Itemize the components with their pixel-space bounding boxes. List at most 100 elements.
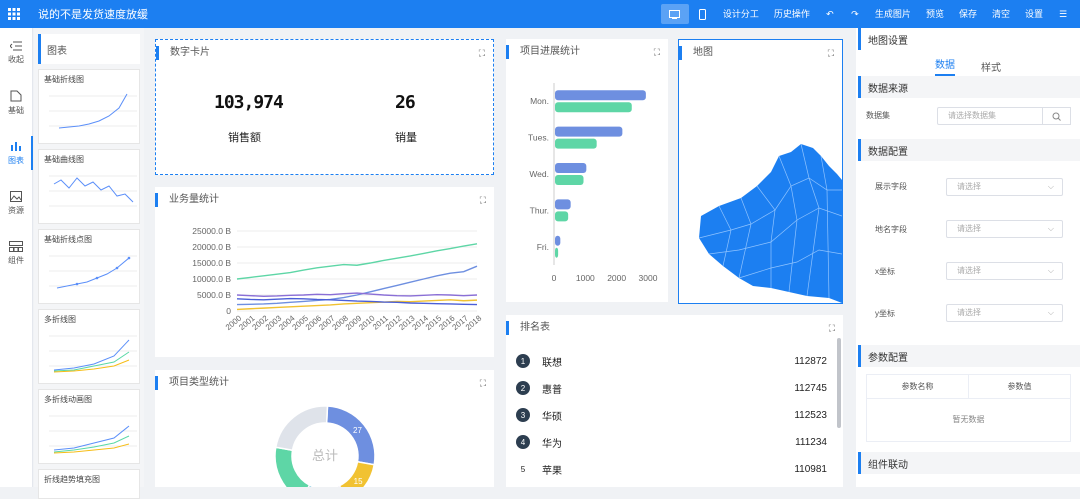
- slice-label: 27: [353, 426, 362, 435]
- settings-button[interactable]: 设置: [1024, 9, 1043, 19]
- expand-icon[interactable]: ⛶: [478, 48, 485, 58]
- dataset-search-button[interactable]: [1043, 107, 1071, 125]
- x-coord-label: x坐标: [875, 267, 895, 276]
- expand-icon[interactable]: ⛶: [479, 378, 486, 388]
- y-coord-select[interactable]: 请选择 ⌵: [946, 304, 1063, 322]
- qty-value: 26: [395, 92, 416, 113]
- line-point-thumbnail: [49, 255, 137, 289]
- data-source-section: 数据来源: [858, 76, 1080, 98]
- bar: [555, 126, 623, 137]
- project-type-card[interactable]: 项目类型统计 ⛶ 2715105总计: [155, 370, 494, 487]
- design-canvas: 数字卡片 ⛶ 103,974 销售额 26 销量 业务量统计 ⛶ 0 5000.0…: [150, 28, 850, 487]
- kpi-card-title: 数字卡片: [156, 46, 210, 60]
- palette-item-multi-line-anim[interactable]: 多折线动画图: [38, 389, 140, 464]
- undo-icon: ↶: [826, 9, 834, 19]
- chevron-down-icon: ⌵: [1047, 224, 1054, 233]
- kpi-card[interactable]: 数字卡片 ⛶ 103,974 销售额 26 销量: [155, 39, 494, 175]
- mobile-view-button[interactable]: [692, 4, 714, 24]
- canvas-scrollbar[interactable]: [837, 338, 841, 428]
- bar: [555, 235, 561, 246]
- chevron-down-icon: ⌵: [1047, 182, 1054, 191]
- expand-icon[interactable]: ⛶: [828, 323, 835, 333]
- basic-curve-thumbnail: [49, 175, 137, 207]
- y-tick-label: 20000.0 B: [192, 242, 231, 252]
- dataset-select[interactable]: 请选择数据集: [937, 107, 1043, 125]
- palette-item-multi-line[interactable]: 多折线图: [38, 309, 140, 384]
- business-chart-card[interactable]: 业务量统计 ⛶ 0 5000.0 B 10000.0 B 15000.0 B 20000…: [155, 187, 494, 357]
- ranking-card[interactable]: 排名表 ⛶ 1 联想 112872 2 惠普 112745 3 华硕 112523 4 华为 1…: [506, 315, 843, 487]
- palette-item-trend-fill[interactable]: 折线趋势填充图: [38, 469, 140, 499]
- params-table-header: 参数名称 参数值: [867, 375, 1070, 399]
- tab-style[interactable]: 样式: [981, 62, 1001, 74]
- y-tick-label: 25000.0 B: [192, 226, 231, 236]
- donut-slice: [274, 405, 329, 452]
- display-field-select[interactable]: 请选择 ⌵: [946, 178, 1063, 196]
- series-line: [236, 297, 478, 306]
- expand-icon[interactable]: ⛶: [653, 47, 660, 57]
- redo-button[interactable]: ↷: [844, 4, 866, 24]
- place-field-label: 地名字段: [875, 225, 907, 234]
- palette-item-basic-line[interactable]: 基础折线图: [38, 69, 140, 144]
- params-empty: 暂无数据: [952, 415, 985, 424]
- settings-title: 地图设置: [858, 28, 1080, 50]
- basic-shape-icon: [10, 90, 22, 102]
- generate-image-button[interactable]: 生成图片: [874, 9, 911, 19]
- nav-collapse[interactable]: 收起: [0, 28, 32, 78]
- image-icon: [10, 190, 22, 202]
- undo-button[interactable]: ↶: [819, 4, 841, 24]
- series-line: [236, 292, 478, 297]
- tab-data[interactable]: 数据: [935, 56, 955, 76]
- expand-icon[interactable]: ⛶: [479, 195, 486, 205]
- clear-button[interactable]: 清空: [991, 9, 1010, 19]
- apps-grid-icon[interactable]: [0, 0, 28, 28]
- nav-resources[interactable]: 资源: [0, 178, 32, 228]
- chart-palette: 图表 基础折线图 基础曲线图 基础折线点图 多折线图 多折线动画图 折线趋势填充…: [34, 28, 144, 499]
- desktop-view-button[interactable]: [660, 4, 689, 24]
- category-label: Fri.: [537, 242, 549, 252]
- map-title: 地图: [679, 46, 713, 60]
- place-field-select[interactable]: 请选择 ⌵: [946, 220, 1063, 238]
- palette-item-line-point[interactable]: 基础折线点图: [38, 229, 140, 304]
- slice-label: 15: [354, 477, 363, 486]
- ranking-title: 排名表: [506, 321, 550, 335]
- progress-chart-card[interactable]: 项目进展统计 ⛶ 0 1000 2000 3000 Mon. Tues. Wed. Thur.…: [506, 39, 668, 302]
- nav-charts[interactable]: 图表: [0, 128, 33, 178]
- nav-basic[interactable]: 基础: [0, 78, 32, 128]
- multi-line-anim-thumbnail: [49, 415, 137, 454]
- bar: [555, 247, 559, 258]
- nav-components[interactable]: 组件: [0, 228, 32, 278]
- top-bar: 说的不是发货速度放缓 设计分工 历史操作 ↶ ↷ 生成图片 预览 保存 清空 设…: [0, 0, 1080, 28]
- y-tick-label: 15000.0 B: [192, 258, 231, 268]
- x-tick-label: 2000: [607, 273, 626, 283]
- x-coord-select[interactable]: 请选择 ⌵: [946, 262, 1063, 280]
- preview-button[interactable]: 预览: [925, 9, 944, 19]
- chevron-down-icon: ⌵: [1047, 308, 1054, 317]
- donut-slice: [274, 446, 311, 487]
- progress-bar-chart: 0 1000 2000 3000 Mon. Tues. Wed. Thur. Fri.: [528, 83, 658, 283]
- progress-chart-title: 项目进展统计: [506, 45, 580, 59]
- business-chart-title: 业务量统计: [155, 193, 219, 207]
- history-button[interactable]: 历史操作: [773, 9, 810, 19]
- y-tick-label: 0: [226, 306, 231, 316]
- map-card[interactable]: 地图 ⛶: [678, 39, 843, 304]
- ranking-row: 1 联想 112872: [516, 348, 827, 374]
- donut-center-label: 总计: [312, 448, 338, 463]
- project-type-title: 项目类型统计: [155, 376, 229, 390]
- project-type-donut: 2715105总计: [274, 405, 376, 487]
- settings-panel: 地图设置 数据 样式 数据来源 数据集 请选择数据集 数据配置 展示字段 请选择…: [856, 28, 1080, 487]
- more-menu-button[interactable]: ☰: [1052, 4, 1074, 24]
- y-tick-label: 5000.0 B: [197, 290, 231, 300]
- bar: [555, 163, 587, 173]
- redo-icon: ↷: [851, 9, 859, 19]
- bar-chart-icon: [11, 142, 21, 151]
- series-line: [236, 299, 478, 311]
- basic-line-thumbnail: [49, 93, 137, 129]
- design-division-button[interactable]: 设计分工: [722, 9, 759, 19]
- chevron-down-icon: ⌵: [1047, 266, 1054, 275]
- category-label: Wed.: [529, 169, 549, 179]
- bar: [555, 211, 569, 222]
- save-button[interactable]: 保存: [958, 9, 977, 19]
- expand-icon[interactable]: ⛶: [827, 48, 834, 58]
- palette-item-basic-curve[interactable]: 基础曲线图: [38, 149, 140, 224]
- app-title: 说的不是发货速度放缓: [38, 9, 148, 21]
